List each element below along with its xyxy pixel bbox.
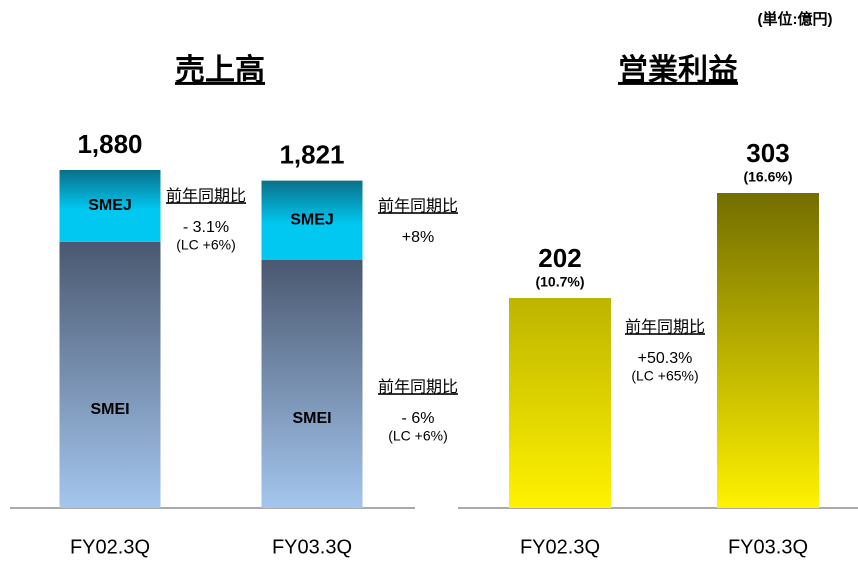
segment-label: SMEJ <box>88 197 132 214</box>
x-tick-label: FY03.3Q <box>728 536 808 558</box>
annotation: (LC +6%) <box>388 428 448 444</box>
value-label: 303 <box>746 138 789 168</box>
total-label: 1,821 <box>279 139 344 169</box>
chart-title: 営業利益 <box>618 54 738 87</box>
annotation: - 3.1% <box>183 219 229 236</box>
bar-segment <box>59 170 161 242</box>
segment-label: SMEI <box>90 401 129 418</box>
bar <box>509 298 611 508</box>
annotation: +50.3% <box>638 350 693 367</box>
unit-label: (単位:億円) <box>758 10 833 28</box>
total-label: 1,880 <box>77 129 142 159</box>
annotation: - 6% <box>402 410 435 427</box>
annotation: 前年同期比 <box>166 187 246 205</box>
annotation: 前年同期比 <box>625 318 705 336</box>
bar <box>717 193 819 508</box>
segment-label: SMEI <box>292 410 331 427</box>
margin-label: (16.6%) <box>743 169 792 185</box>
x-tick-label: FY02.3Q <box>70 536 150 558</box>
annotation: 前年同期比 <box>378 197 458 215</box>
annotation: +8% <box>402 229 434 246</box>
x-tick-label: FY03.3Q <box>272 536 352 558</box>
margin-label: (10.7%) <box>535 274 584 290</box>
bar-segment <box>261 259 363 508</box>
x-tick-label: FY02.3Q <box>520 536 600 558</box>
annotation: (LC +65%) <box>631 368 698 384</box>
bar-segment <box>261 180 363 260</box>
bar-segment <box>59 241 161 508</box>
chart-title: 売上高 <box>175 54 265 87</box>
value-label: 202 <box>538 243 581 273</box>
annotation: 前年同期比 <box>378 378 458 396</box>
segment-label: SMEJ <box>290 211 334 228</box>
annotation: (LC +6%) <box>176 237 236 253</box>
